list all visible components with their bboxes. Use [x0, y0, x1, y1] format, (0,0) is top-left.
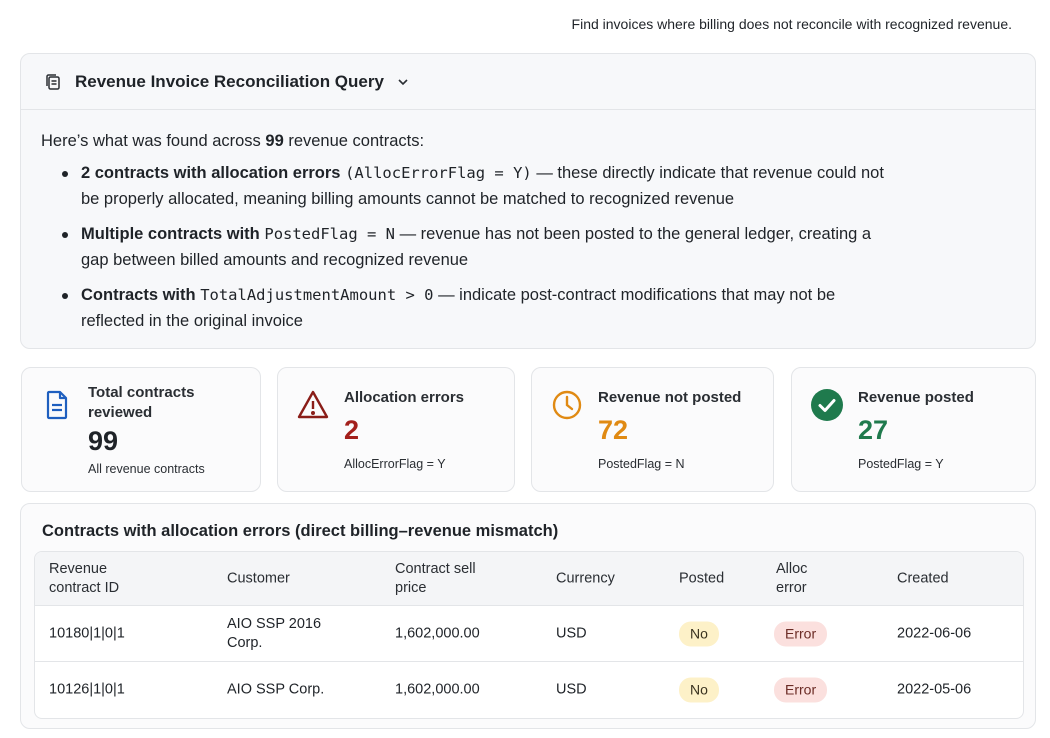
stat-value: 99 — [88, 426, 119, 456]
stat-label: Total contracts reviewed — [88, 384, 195, 421]
stat-card-alloc-errors: Allocation errors 2 AllocErrorFlag = Y — [277, 367, 515, 492]
contracts-table: Revenue contract ID Customer Contract se… — [34, 551, 1024, 719]
posted-status-badge: No — [679, 677, 719, 703]
column-header[interactable]: Contract sell price — [395, 560, 476, 596]
stat-value: 72 — [598, 415, 629, 445]
sell-price-cell: 1,602,000.00 — [395, 681, 480, 698]
check-circle-icon — [810, 388, 844, 422]
document-icon — [40, 388, 74, 422]
summary-intro: Here’s what was found across 99 revenue … — [41, 132, 425, 150]
finding-item: 2 contracts with allocation errors (Allo… — [62, 160, 901, 212]
column-header[interactable]: Posted — [679, 570, 725, 586]
stat-card-not-posted: Revenue not posted 72 PostedFlag = N — [531, 367, 774, 492]
stat-subtext: All revenue contracts — [88, 462, 205, 476]
contract-id-cell: 10180|1|0|1 — [49, 625, 125, 641]
query-result-card: Revenue Invoice Reconciliation Query Her… — [20, 53, 1036, 349]
findings-list: 2 contracts with allocation errors (Allo… — [41, 160, 1015, 334]
stat-value: 2 — [344, 415, 360, 445]
contract-count: 99 — [265, 132, 284, 150]
warning-icon — [296, 388, 330, 422]
query-summary: Here’s what was found across 99 revenue … — [21, 110, 1035, 334]
query-card-header[interactable]: Revenue Invoice Reconciliation Query — [21, 54, 1035, 110]
finding-item: Multiple contracts with PostedFlag = N —… — [62, 221, 901, 273]
currency-cell: USD — [556, 625, 587, 641]
table-row[interactable]: 10126|1|0|1 AIO SSP Corp. 1,602,000.00 U… — [35, 662, 1023, 718]
contract-id-cell: 10126|1|0|1 — [49, 681, 125, 698]
chevron-down-icon[interactable] — [396, 75, 410, 89]
table-title: Contracts with allocation errors (direct… — [42, 522, 559, 540]
alloc-errors-table-card: Contracts with allocation errors (direct… — [20, 503, 1036, 729]
stat-value: 27 — [858, 415, 889, 445]
customer-cell: AIO SSP 2016 Corp. — [227, 615, 322, 651]
alloc-error-badge: Error — [774, 621, 828, 646]
stat-subtext: PostedFlag = Y — [858, 457, 944, 471]
created-date-cell: 2022-05-06 — [897, 681, 972, 698]
copy-icon — [43, 71, 65, 93]
table-row[interactable]: 10180|1|0|1 AIO SSP 2016 Corp. 1,602,000… — [35, 606, 1023, 662]
created-date-cell: 2022-06-06 — [897, 625, 972, 641]
query-title: Revenue Invoice Reconciliation Query — [75, 71, 384, 91]
stat-card-total: Total contracts reviewed 99 All revenue … — [21, 367, 261, 492]
column-header[interactable]: Alloc error — [776, 560, 808, 596]
stat-subtext: AllocErrorFlag = Y — [344, 457, 446, 471]
column-header[interactable]: Customer — [227, 570, 290, 586]
posted-status-badge: No — [679, 621, 719, 646]
sell-price-cell: 1,602,000.00 — [395, 625, 480, 641]
column-header[interactable]: Revenue contract ID — [49, 560, 120, 596]
stat-label: Allocation errors — [344, 389, 465, 406]
column-header[interactable]: Currency — [556, 570, 615, 586]
stat-label: Revenue posted — [858, 389, 974, 406]
finding-item: Contracts with TotalAdjustmentAmount > 0… — [62, 282, 901, 334]
stat-label: Revenue not posted — [598, 389, 742, 406]
user-query-text: Find invoices where billing does not rec… — [571, 16, 1012, 32]
table-header-row: Revenue contract ID Customer Contract se… — [35, 552, 1023, 606]
column-header[interactable]: Created — [897, 570, 949, 586]
currency-cell: USD — [556, 681, 587, 698]
stat-subtext: PostedFlag = N — [598, 457, 685, 471]
clock-icon — [550, 388, 584, 422]
customer-cell: AIO SSP Corp. — [227, 681, 325, 698]
alloc-error-badge: Error — [774, 677, 828, 703]
stat-card-posted: Revenue posted 27 PostedFlag = Y — [791, 367, 1036, 492]
